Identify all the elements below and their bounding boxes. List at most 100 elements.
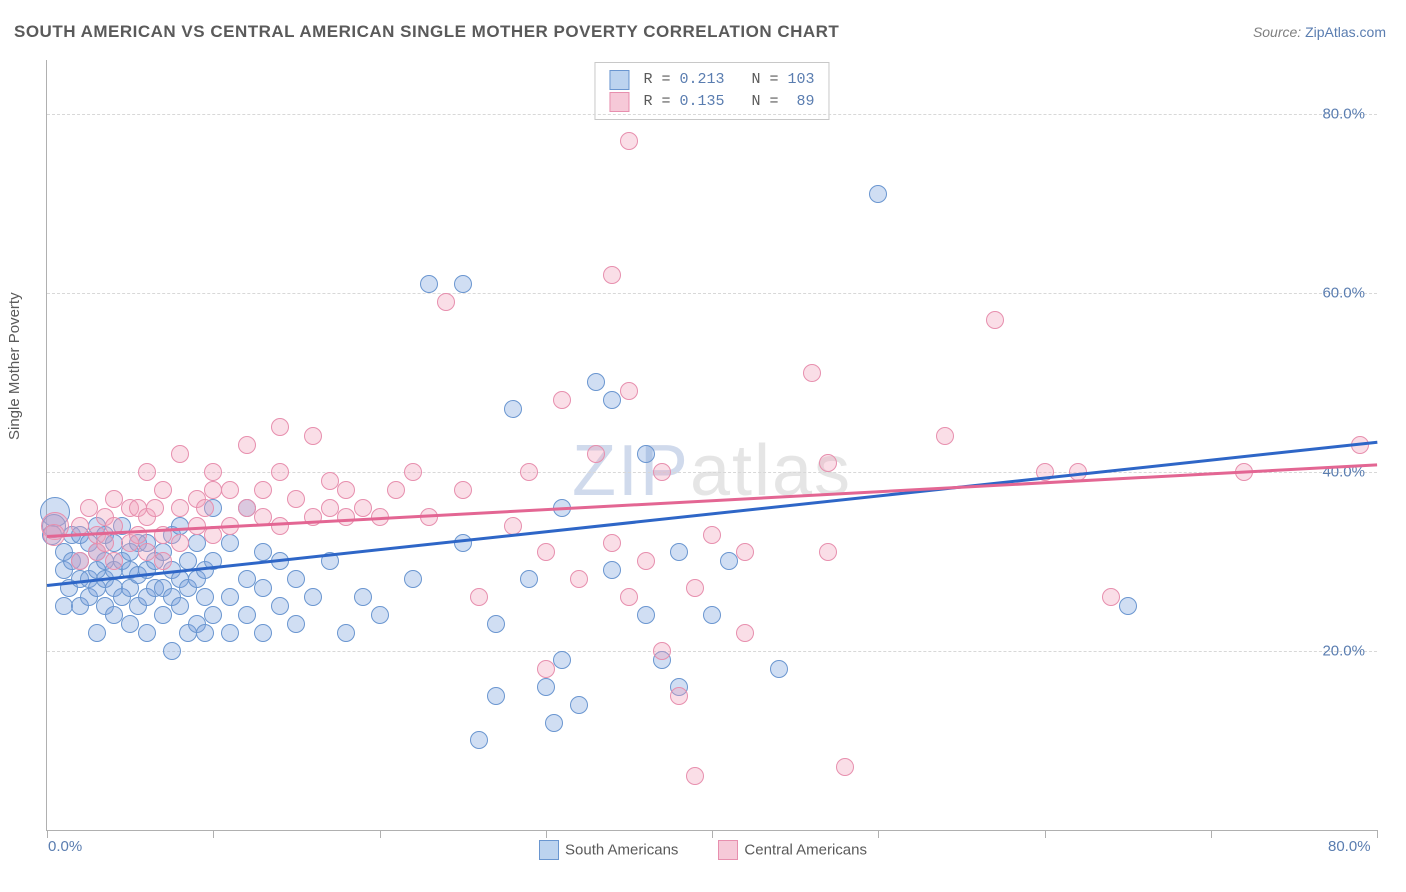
data-point <box>196 499 214 517</box>
data-point <box>537 660 555 678</box>
chart-source: Source: ZipAtlas.com <box>1253 24 1386 40</box>
data-point <box>71 552 89 570</box>
y-tick-label: 60.0% <box>1322 284 1365 301</box>
data-point <box>986 311 1004 329</box>
data-point <box>304 588 322 606</box>
data-point <box>188 534 206 552</box>
data-point <box>271 418 289 436</box>
data-point <box>686 579 704 597</box>
source-label: Source: <box>1253 24 1301 40</box>
data-point <box>354 588 372 606</box>
gridline-horizontal <box>47 114 1377 115</box>
data-point <box>936 427 954 445</box>
data-point <box>287 570 305 588</box>
data-point <box>620 588 638 606</box>
data-point <box>653 463 671 481</box>
source-site: ZipAtlas.com <box>1305 24 1386 40</box>
data-point <box>221 481 239 499</box>
data-point <box>238 570 256 588</box>
data-point <box>254 624 272 642</box>
data-point <box>603 561 621 579</box>
data-point <box>504 400 522 418</box>
data-point <box>504 517 522 535</box>
data-point <box>337 508 355 526</box>
data-point <box>204 463 222 481</box>
data-point <box>653 642 671 660</box>
data-point <box>271 463 289 481</box>
x-tick <box>1211 830 1212 838</box>
data-point <box>238 499 256 517</box>
data-point <box>470 588 488 606</box>
data-point <box>121 615 139 633</box>
x-tick <box>1045 830 1046 838</box>
data-point <box>686 767 704 785</box>
data-point <box>637 445 655 463</box>
data-point <box>105 606 123 624</box>
stats-legend-row: R = 0.135 N = 89 <box>609 91 814 113</box>
data-point <box>520 570 538 588</box>
data-point <box>720 552 738 570</box>
data-point <box>670 687 688 705</box>
data-point <box>221 624 239 642</box>
data-point <box>146 499 164 517</box>
data-point <box>1102 588 1120 606</box>
x-tick <box>712 830 713 838</box>
data-point <box>537 543 555 561</box>
data-point <box>387 481 405 499</box>
stats-legend-text: R = 0.213 N = 103 <box>643 69 814 91</box>
data-point <box>603 534 621 552</box>
data-point <box>736 624 754 642</box>
data-point <box>138 543 156 561</box>
data-point <box>321 472 339 490</box>
data-point <box>819 454 837 472</box>
bottom-legend: South Americans Central Americans <box>0 840 1406 860</box>
data-point <box>703 606 721 624</box>
data-point <box>154 552 172 570</box>
x-tick <box>47 830 48 838</box>
data-point <box>171 499 189 517</box>
data-point <box>620 382 638 400</box>
data-point <box>238 436 256 454</box>
data-point <box>670 543 688 561</box>
data-point <box>171 517 189 535</box>
data-point <box>587 373 605 391</box>
legend-label: South Americans <box>565 842 678 859</box>
x-tick-label: 0.0% <box>48 838 82 855</box>
data-point <box>404 463 422 481</box>
data-point <box>171 534 189 552</box>
x-tick-label: 80.0% <box>1328 838 1371 855</box>
x-tick <box>878 830 879 838</box>
data-point <box>1119 597 1137 615</box>
data-point <box>454 481 472 499</box>
data-point <box>337 481 355 499</box>
data-point <box>487 615 505 633</box>
data-point <box>404 570 422 588</box>
data-point <box>620 132 638 150</box>
gridline-horizontal <box>47 472 1377 473</box>
data-point <box>105 490 123 508</box>
data-point <box>221 534 239 552</box>
x-tick <box>380 830 381 838</box>
data-point <box>520 463 538 481</box>
x-tick <box>1377 830 1378 838</box>
data-point <box>587 445 605 463</box>
stats-legend-row: R = 0.213 N = 103 <box>609 69 814 91</box>
legend-swatch <box>609 70 629 90</box>
data-point <box>138 463 156 481</box>
data-point <box>637 606 655 624</box>
legend-label: Central Americans <box>744 842 867 859</box>
data-point <box>553 651 571 669</box>
data-point <box>420 275 438 293</box>
data-point <box>138 624 156 642</box>
data-point <box>454 275 472 293</box>
y-tick-label: 20.0% <box>1322 642 1365 659</box>
x-tick <box>213 830 214 838</box>
data-point <box>55 597 73 615</box>
data-point <box>204 606 222 624</box>
data-point <box>537 678 555 696</box>
y-tick-label: 80.0% <box>1322 105 1365 122</box>
data-point <box>637 552 655 570</box>
data-point <box>603 391 621 409</box>
data-point <box>96 534 114 552</box>
data-point <box>354 499 372 517</box>
